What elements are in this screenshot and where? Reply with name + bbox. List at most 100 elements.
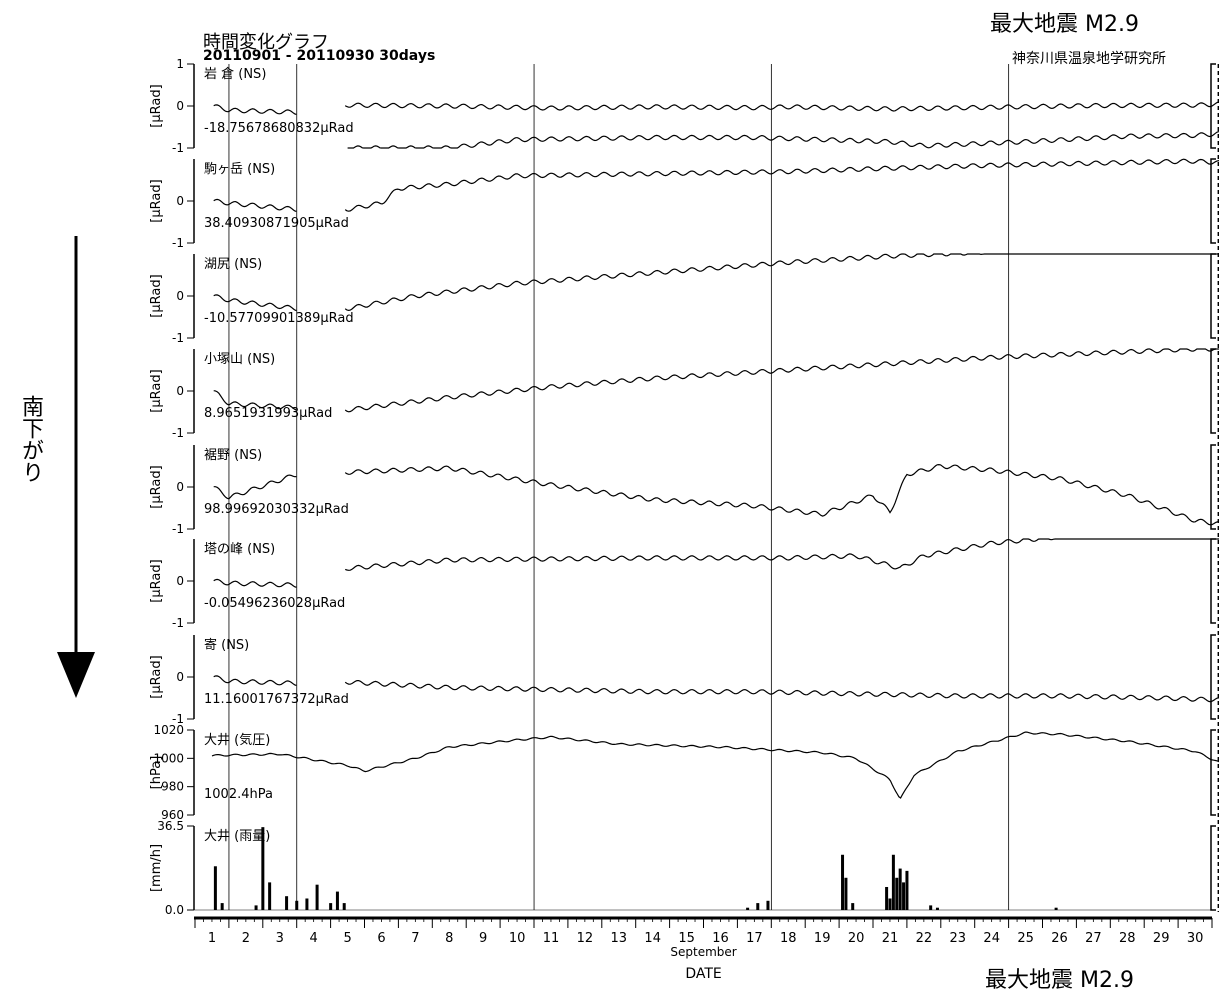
chart-period: 20110901 - 20110930 30days xyxy=(203,48,436,64)
x-tick-label: 20 xyxy=(848,931,865,946)
y-axis-unit-label: [µRad] xyxy=(149,179,164,222)
y-tick-label: 0 xyxy=(176,480,184,494)
panel-offset-label: -10.57709901389µRad xyxy=(204,311,354,326)
tilt-series-line-secondary xyxy=(347,131,1219,149)
panel-axis-right xyxy=(1210,825,1216,911)
panel-axis-right xyxy=(1210,444,1216,530)
x-tick-label: 30 xyxy=(1187,931,1204,946)
x-tick-label: 11 xyxy=(543,931,560,946)
panel-axis-right xyxy=(1210,348,1216,434)
rain-bar xyxy=(891,854,895,910)
panel-offset-label: 1002.4hPa xyxy=(204,787,273,802)
tilt-series-line xyxy=(213,253,1219,312)
rain-bar xyxy=(315,884,319,910)
panel-axis-right xyxy=(1210,253,1216,339)
x-tick-label: 18 xyxy=(780,931,797,946)
x-tick-label: 5 xyxy=(343,931,351,946)
y-tick-label: 36.5 xyxy=(157,819,184,833)
rain-bar xyxy=(335,891,339,910)
rain-bar xyxy=(329,903,333,910)
x-tick-label: 21 xyxy=(882,931,899,946)
x-axis-label: DATE xyxy=(685,966,721,982)
rain-bar xyxy=(305,898,309,910)
rain-bar xyxy=(895,877,899,910)
institute-label: 神奈川県温泉地学研究所 xyxy=(1012,51,1166,67)
x-tick-label: 10 xyxy=(509,931,526,946)
x-tick-label: 28 xyxy=(1119,931,1136,946)
panel-axis-right xyxy=(1210,538,1216,624)
y-axis-unit-label: [µRad] xyxy=(149,655,164,698)
rain-bar xyxy=(885,886,889,910)
panel-station-name: 裾野 (NS) xyxy=(204,448,262,463)
rain-bar xyxy=(902,882,906,910)
x-tick-label: 12 xyxy=(577,931,594,946)
x-tick-label: 6 xyxy=(377,931,385,946)
tilt-series-line xyxy=(211,731,1219,799)
x-tick-label: 25 xyxy=(1017,931,1034,946)
y-tick-label: 0 xyxy=(176,99,184,113)
x-axis-month-label: September xyxy=(670,945,736,959)
rain-bar xyxy=(905,870,909,910)
y-axis-unit-label: [hPa] xyxy=(149,756,164,790)
x-tick-label: 13 xyxy=(611,931,628,946)
x-tick-label: 26 xyxy=(1051,931,1068,946)
x-tick-label: 19 xyxy=(814,931,831,946)
y-tick-label: -1 xyxy=(172,616,184,630)
y-axis-unit-label: [µRad] xyxy=(149,274,164,317)
panel-offset-label: 11.16001767372µRad xyxy=(204,692,349,707)
x-tick-label: 3 xyxy=(276,931,284,946)
panel-station-name: 駒ヶ岳 (NS) xyxy=(204,162,275,177)
y-axis-unit-label: [µRad] xyxy=(149,84,164,127)
x-tick-label: 1 xyxy=(208,931,216,946)
x-tick-label: 16 xyxy=(712,931,729,946)
tilt-series-line xyxy=(213,348,1219,413)
rain-bar xyxy=(756,903,760,910)
rain-bar xyxy=(935,907,939,910)
panel-axis-right xyxy=(1210,729,1216,816)
x-tick-label: 7 xyxy=(411,931,419,946)
rain-bar xyxy=(746,907,750,910)
y-tick-label: 1000 xyxy=(153,751,184,765)
rain-bar xyxy=(841,854,845,910)
rain-bar xyxy=(342,903,346,910)
y-tick-label: 960 xyxy=(161,808,184,822)
y-tick-label: 0 xyxy=(176,670,184,684)
rain-bar xyxy=(851,903,855,910)
chart-title: 時間変化グラフ xyxy=(203,32,329,53)
rain-bar xyxy=(268,882,272,910)
y-tick-label: 0.0 xyxy=(165,903,184,917)
rain-bar xyxy=(888,898,892,910)
y-tick-label: 1 xyxy=(176,57,184,71)
panel-offset-label: 8.9651931993µRad xyxy=(204,406,332,421)
panel-axis-right xyxy=(1210,634,1216,720)
tilt-series-line xyxy=(213,538,1219,588)
panel-offset-label: 98.99692030332µRad xyxy=(204,502,349,517)
max-quake-label-bottom: 最大地震 M2.9 xyxy=(985,968,1134,993)
x-tick-label: 9 xyxy=(479,931,487,946)
x-tick-label: 4 xyxy=(310,931,318,946)
y-tick-label: 1020 xyxy=(153,723,184,737)
y-tick-label: -1 xyxy=(172,141,184,155)
rain-bar xyxy=(213,866,217,910)
y-tick-label: -1 xyxy=(172,426,184,440)
rain-bar xyxy=(261,827,265,910)
rain-bar xyxy=(254,905,258,910)
panel-offset-label: -0.05496236028µRad xyxy=(204,596,345,611)
x-tick-label: 29 xyxy=(1153,931,1170,946)
rain-bar xyxy=(766,900,770,910)
y-axis-unit-label: [µRad] xyxy=(149,369,164,412)
tilt-series-line xyxy=(213,158,1219,212)
x-tick-label: 8 xyxy=(445,931,453,946)
y-axis-unit-label: [mm/h] xyxy=(149,844,164,892)
rain-bar xyxy=(285,896,289,910)
tilt-direction-label: 南下がり xyxy=(18,395,43,483)
x-tick-label: 15 xyxy=(678,931,695,946)
x-tick-label: 22 xyxy=(916,931,933,946)
panel-axis-right xyxy=(1210,158,1216,244)
tilt-series-line xyxy=(213,463,1219,526)
rain-bar xyxy=(929,905,933,910)
panel-station-name: 小塚山 (NS) xyxy=(204,352,275,367)
y-tick-label: -1 xyxy=(172,236,184,250)
rain-bar xyxy=(295,900,299,910)
